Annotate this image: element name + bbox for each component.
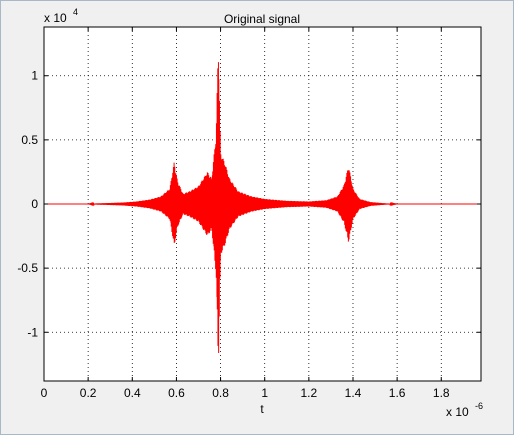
y-tick-label: 1: [31, 69, 38, 83]
x-tick-label: 1.6: [389, 386, 406, 400]
x-exponent: -6: [475, 401, 483, 411]
y-tick-label: -1: [27, 325, 38, 339]
y-exponent: 4: [73, 7, 78, 17]
x-tick-label: 0.2: [80, 386, 97, 400]
x-tick-label: 1.2: [301, 386, 318, 400]
x-axis-label: t: [260, 402, 264, 416]
x-tick-label: 1.4: [345, 386, 362, 400]
signal-series: [44, 62, 481, 354]
x-tick-label: 0.4: [124, 386, 141, 400]
x-tick-label: 0.6: [168, 386, 185, 400]
x-tick-label: 0.8: [212, 386, 229, 400]
signal-line: [44, 62, 481, 354]
x-tick-label: 1.8: [433, 386, 450, 400]
y-axis-ticks: 1 0.5 0 -0.5 -1: [17, 69, 481, 339]
y-multiplier: x 10: [44, 11, 67, 25]
x-multiplier: x 10: [446, 405, 469, 419]
x-tick-label: 1: [261, 386, 268, 400]
chart-title: Original signal: [224, 12, 300, 26]
x-tick-label: 0: [41, 386, 48, 400]
y-tick-label: 0.5: [21, 133, 38, 147]
y-tick-label: 0: [31, 197, 38, 211]
y-tick-label: -0.5: [17, 261, 38, 275]
x-axis-ticks: 0 0.2 0.4 0.6 0.8 1 1.2 1.4 1.6 1.8: [41, 27, 450, 400]
